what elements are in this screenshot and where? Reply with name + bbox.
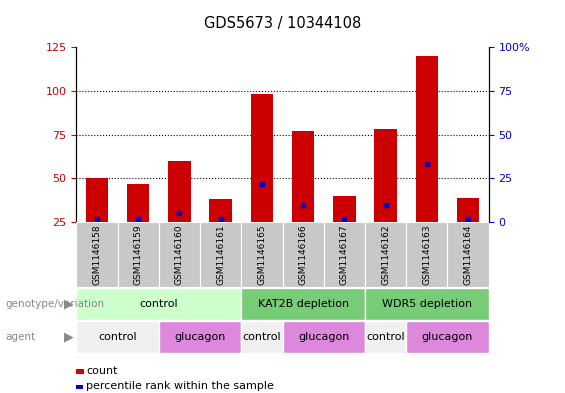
Bar xyxy=(324,222,365,287)
Text: ▶: ▶ xyxy=(64,331,73,343)
Text: glucagon: glucagon xyxy=(422,332,473,342)
Text: KAT2B depletion: KAT2B depletion xyxy=(258,299,349,309)
Bar xyxy=(241,288,365,320)
Text: GSM1146165: GSM1146165 xyxy=(258,224,266,285)
Bar xyxy=(127,184,150,222)
Text: GSM1146162: GSM1146162 xyxy=(381,224,390,285)
Bar xyxy=(241,321,282,353)
Bar xyxy=(159,321,241,353)
Text: control: control xyxy=(242,332,281,342)
Bar xyxy=(76,222,118,287)
Bar xyxy=(250,94,273,222)
Text: control: control xyxy=(98,332,137,342)
Bar xyxy=(282,222,324,287)
Bar xyxy=(415,56,438,222)
Text: WDR5 depletion: WDR5 depletion xyxy=(382,299,472,309)
Text: GSM1146167: GSM1146167 xyxy=(340,224,349,285)
Bar xyxy=(200,222,241,287)
Bar xyxy=(168,161,191,222)
Text: agent: agent xyxy=(6,332,36,342)
Text: control: control xyxy=(366,332,405,342)
Bar xyxy=(365,222,406,287)
Bar xyxy=(159,222,200,287)
Text: glucagon: glucagon xyxy=(298,332,349,342)
Bar xyxy=(365,321,406,353)
Text: genotype/variation: genotype/variation xyxy=(6,299,105,309)
Bar xyxy=(241,222,282,287)
Bar xyxy=(457,198,480,222)
Bar xyxy=(118,222,159,287)
Text: GSM1146164: GSM1146164 xyxy=(464,224,472,285)
Text: GSM1146166: GSM1146166 xyxy=(299,224,307,285)
Bar xyxy=(406,222,447,287)
Text: ▶: ▶ xyxy=(64,297,73,310)
Text: GSM1146160: GSM1146160 xyxy=(175,224,184,285)
Bar xyxy=(76,321,159,353)
Bar xyxy=(447,222,489,287)
Bar xyxy=(406,321,489,353)
Text: GDS5673 / 10344108: GDS5673 / 10344108 xyxy=(204,16,361,31)
Text: GSM1146158: GSM1146158 xyxy=(93,224,101,285)
Text: GSM1146163: GSM1146163 xyxy=(423,224,431,285)
Text: control: control xyxy=(140,299,178,309)
Bar xyxy=(374,129,397,222)
Bar xyxy=(333,196,356,222)
Bar xyxy=(282,321,365,353)
Text: GSM1146161: GSM1146161 xyxy=(216,224,225,285)
Bar xyxy=(292,131,315,222)
Bar xyxy=(85,178,108,222)
Bar xyxy=(76,288,241,320)
Text: count: count xyxy=(86,366,118,376)
Text: percentile rank within the sample: percentile rank within the sample xyxy=(86,381,275,391)
Bar xyxy=(209,199,232,222)
Text: GSM1146159: GSM1146159 xyxy=(134,224,142,285)
Bar xyxy=(365,288,489,320)
Text: glucagon: glucagon xyxy=(175,332,225,342)
